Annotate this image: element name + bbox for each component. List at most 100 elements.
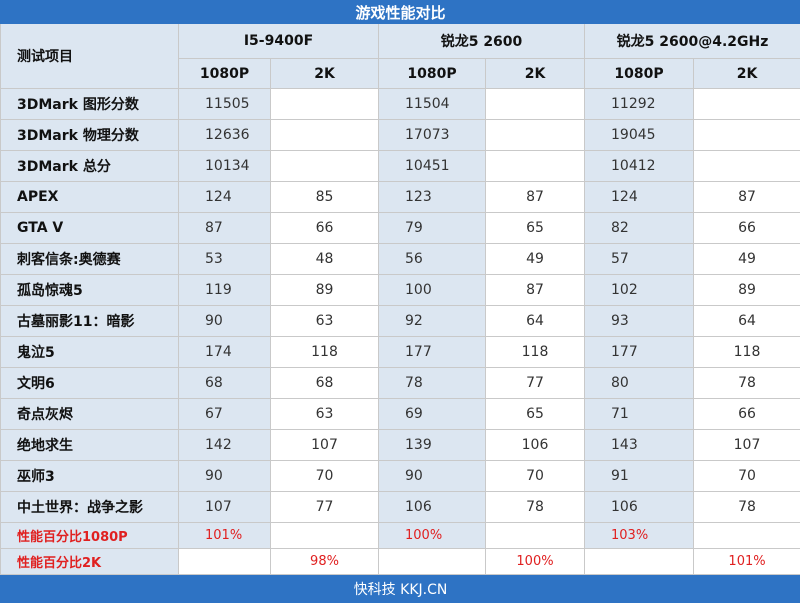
value-2k: 66: [692, 212, 800, 244]
value-1080p: 19045: [584, 119, 694, 151]
value-1080p: 10412: [584, 150, 694, 182]
value-2k: [692, 88, 800, 120]
value-1080p: 80: [584, 367, 694, 399]
row-label: 中土世界：战争之影: [0, 491, 179, 523]
value-1080p: 106: [378, 491, 486, 523]
value-2k: 78: [485, 491, 585, 523]
res-header-1080p: 1080P: [584, 58, 694, 89]
value-1080p: 177: [378, 336, 486, 368]
table-row: 3DMark 图形分数 11505 11504 11292: [0, 88, 800, 120]
table-row: 鬼泣5 174 118 177 118 177 118: [0, 336, 800, 368]
row-label: 文明6: [0, 367, 179, 399]
value-2k: 65: [485, 212, 585, 244]
table-row: 巫师3 90 70 90 70 91 70: [0, 460, 800, 492]
cpu-header-ryzen5-2600-oc: 锐龙5 2600@4.2GHz: [583, 23, 800, 59]
percent-1080p: [584, 548, 694, 575]
value-1080p: 12636: [178, 119, 271, 151]
table-row: 绝地求生 142 107 139 106 143 107: [0, 429, 800, 461]
value-2k: [692, 150, 800, 182]
table-row: APEX 124 85 123 87 124 87: [0, 181, 800, 213]
value-1080p: 90: [178, 460, 271, 492]
value-2k: 70: [485, 460, 585, 492]
value-2k: 77: [270, 491, 379, 523]
value-1080p: 68: [178, 367, 271, 399]
value-1080p: 87: [178, 212, 271, 244]
value-2k: 118: [485, 336, 585, 368]
row-label: 绝地求生: [0, 429, 179, 461]
value-2k: 87: [485, 181, 585, 213]
value-1080p: 17073: [378, 119, 486, 151]
value-1080p: 142: [178, 429, 271, 461]
value-2k: 63: [270, 398, 379, 430]
value-1080p: 90: [178, 305, 271, 337]
value-2k: 70: [692, 460, 800, 492]
value-1080p: 79: [378, 212, 486, 244]
value-1080p: 106: [584, 491, 694, 523]
table-row: GTA V 87 66 79 65 82 66: [0, 212, 800, 244]
percent-1080p: 100%: [378, 522, 486, 549]
value-1080p: 11504: [378, 88, 486, 120]
value-2k: 78: [692, 491, 800, 523]
value-1080p: 91: [584, 460, 694, 492]
value-1080p: 123: [378, 181, 486, 213]
value-1080p: 82: [584, 212, 694, 244]
row-label: 奇点灰烬: [0, 398, 179, 430]
value-1080p: 107: [178, 491, 271, 523]
value-2k: 77: [485, 367, 585, 399]
footer-credit: 快科技 KKJ.CN: [0, 574, 800, 603]
value-2k: [485, 88, 585, 120]
value-2k: 107: [692, 429, 800, 461]
value-1080p: 124: [584, 181, 694, 213]
table-row: 文明6 68 68 78 77 80 78: [0, 367, 800, 399]
value-1080p: 93: [584, 305, 694, 337]
value-2k: 106: [485, 429, 585, 461]
value-1080p: 69: [378, 398, 486, 430]
res-header-1080p: 1080P: [178, 58, 271, 89]
value-2k: 66: [270, 212, 379, 244]
cpu-header-ryzen5-2600: 锐龙5 2600: [378, 23, 585, 59]
percent-1080p: [178, 548, 271, 575]
table-row: 3DMark 总分 10134 10451 10412: [0, 150, 800, 182]
value-1080p: 90: [378, 460, 486, 492]
value-2k: 107: [270, 429, 379, 461]
value-2k: 63: [270, 305, 379, 337]
table-row: 3DMark 物理分数 12636 17073 19045: [0, 119, 800, 151]
percent-row-label: 性能百分比2K: [0, 548, 179, 575]
res-header-1080p: 1080P: [378, 58, 486, 89]
value-2k: 68: [270, 367, 379, 399]
percent-2k: 100%: [485, 548, 585, 575]
table-row: 古墓丽影11：暗影 90 63 92 64 93 64: [0, 305, 800, 337]
percent-1080p: [378, 548, 486, 575]
value-2k: 85: [270, 181, 379, 213]
row-label: 刺客信条:奥德赛: [0, 243, 179, 275]
row-label: 古墓丽影11：暗影: [0, 305, 179, 337]
value-1080p: 100: [378, 274, 486, 306]
value-2k: 118: [270, 336, 379, 368]
value-2k: 64: [485, 305, 585, 337]
table-title: 游戏性能对比: [0, 0, 800, 24]
value-2k: 70: [270, 460, 379, 492]
value-1080p: 11505: [178, 88, 271, 120]
value-2k: 65: [485, 398, 585, 430]
percent-row: 性能百分比2K 98% 100% 101%: [0, 548, 800, 575]
value-1080p: 67: [178, 398, 271, 430]
table-row: 刺客信条:奥德赛 53 48 56 49 57 49: [0, 243, 800, 275]
value-2k: 66: [692, 398, 800, 430]
value-2k: 118: [692, 336, 800, 368]
value-1080p: 124: [178, 181, 271, 213]
percent-2k: [270, 522, 379, 549]
value-1080p: 177: [584, 336, 694, 368]
percent-1080p: 101%: [178, 522, 271, 549]
value-2k: 48: [270, 243, 379, 275]
value-1080p: 10451: [378, 150, 486, 182]
value-1080p: 56: [378, 243, 486, 275]
value-2k: 87: [692, 181, 800, 213]
row-label: 鬼泣5: [0, 336, 179, 368]
value-1080p: 119: [178, 274, 271, 306]
value-1080p: 174: [178, 336, 271, 368]
value-2k: [270, 150, 379, 182]
table-row: 中土世界：战争之影 107 77 106 78 106 78: [0, 491, 800, 523]
res-header-2k: 2K: [692, 58, 800, 89]
value-1080p: 10134: [178, 150, 271, 182]
